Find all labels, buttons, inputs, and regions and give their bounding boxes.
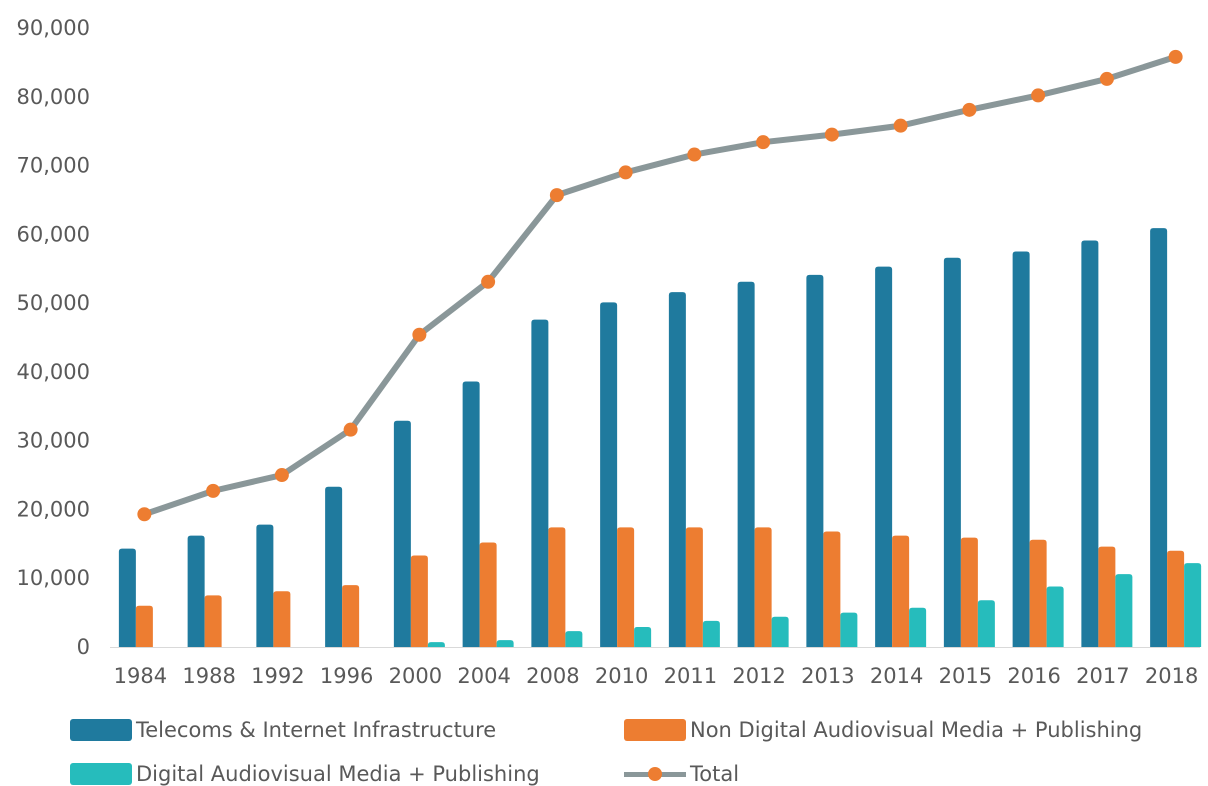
bar-non-digital-2017: [1098, 547, 1115, 647]
x-tick-label: 1984: [114, 664, 167, 688]
total-point-2016: [1031, 88, 1045, 102]
bar-telecoms-2014: [875, 267, 892, 647]
bar-telecoms-2016: [1013, 252, 1030, 647]
bar-telecoms-1996: [325, 487, 342, 647]
bar-digital-2015: [978, 600, 995, 647]
bar-digital-2018: [1184, 563, 1201, 647]
total-point-1996: [344, 423, 358, 437]
bar-telecoms-2010: [600, 302, 617, 647]
y-tick-label: 40,000: [17, 360, 90, 384]
bar-non-digital-2015: [961, 538, 978, 647]
y-tick-label: 70,000: [17, 154, 90, 178]
total-point-2017: [1100, 72, 1114, 86]
total-point-2004: [481, 275, 495, 289]
bar-non-digital-2014: [892, 536, 909, 647]
x-axis: 1984 1988 1992 1996 2000 2004 2008 2010 2011 2012…: [114, 664, 1199, 688]
total-point-2014: [894, 119, 908, 133]
bar-telecoms-2017: [1081, 241, 1098, 647]
bar-telecoms-2004: [463, 382, 480, 647]
x-tick-label: 1988: [182, 664, 235, 688]
x-tick-label: 2010: [595, 664, 648, 688]
x-tick-label: 2008: [526, 664, 579, 688]
bar-non-digital-2011: [686, 527, 703, 647]
total-point-2000: [412, 328, 426, 342]
bar-non-digital-2008: [548, 527, 565, 647]
y-tick-label: 0: [77, 635, 90, 659]
x-tick-label: 2000: [389, 664, 442, 688]
bar-telecoms-2000: [394, 421, 411, 647]
y-tick-label: 60,000: [17, 222, 90, 246]
x-tick-label: 1992: [251, 664, 304, 688]
total-point-2010: [619, 165, 633, 179]
bar-telecoms-2015: [944, 258, 961, 647]
bar-digital-2012: [772, 617, 789, 647]
total-point-2018: [1169, 50, 1183, 64]
y-tick-label: 90,000: [17, 16, 90, 40]
bar-telecoms-1984: [119, 549, 136, 647]
bar-non-digital-2004: [480, 542, 497, 647]
bar-non-digital-1988: [205, 595, 222, 647]
x-tick-label: 2018: [1145, 664, 1198, 688]
x-tick-label: 2004: [457, 664, 510, 688]
total-point-1984: [137, 507, 151, 521]
y-tick-label: 50,000: [17, 291, 90, 315]
y-tick-label: 10,000: [17, 566, 90, 590]
bar-non-digital-2013: [823, 531, 840, 647]
bar-telecoms-2012: [738, 282, 755, 647]
bar-non-digital-2000: [411, 556, 428, 647]
x-tick-label: 2011: [664, 664, 717, 688]
y-axis: 0 10,000 20,000 30,000 40,000 50,000 60,000 70,…: [17, 16, 90, 659]
bar-digital-2016: [1047, 586, 1064, 647]
bar-non-digital-1984: [136, 606, 153, 647]
bar-telecoms-2008: [531, 320, 548, 647]
bar-digital-2004: [497, 640, 514, 647]
bar-digital-2008: [565, 631, 582, 647]
total-point-1988: [206, 484, 220, 498]
bar-marks: [119, 228, 1201, 647]
total-point-2012: [756, 135, 770, 149]
bar-telecoms-2013: [806, 275, 823, 647]
y-tick-label: 80,000: [17, 85, 90, 109]
bar-telecoms-1988: [188, 536, 205, 647]
bar-digital-2011: [703, 621, 720, 647]
x-tick-label: 1996: [320, 664, 373, 688]
bar-telecoms-1992: [256, 525, 273, 647]
total-point-2015: [962, 103, 976, 117]
y-tick-label: 30,000: [17, 429, 90, 453]
bar-non-digital-2010: [617, 527, 634, 647]
bar-non-digital-1996: [342, 585, 359, 647]
total-point-2013: [825, 128, 839, 142]
x-tick-label: 2016: [1007, 664, 1060, 688]
x-tick-label: 2017: [1076, 664, 1129, 688]
bar-non-digital-2018: [1167, 551, 1184, 647]
x-tick-label: 2014: [870, 664, 923, 688]
y-tick-label: 20,000: [17, 497, 90, 521]
bar-non-digital-1992: [273, 591, 290, 647]
bar-non-digital-2016: [1030, 540, 1047, 647]
bar-digital-2014: [909, 608, 926, 647]
bar-telecoms-2018: [1150, 228, 1167, 647]
bar-digital-2000: [428, 642, 445, 647]
bar-digital-2013: [840, 613, 857, 647]
bar-non-digital-2012: [755, 527, 772, 647]
bar-digital-2010: [634, 627, 651, 647]
bar-telecoms-2011: [669, 292, 686, 647]
total-point-2008: [550, 188, 564, 202]
x-tick-label: 2012: [732, 664, 785, 688]
bar-digital-2017: [1115, 574, 1132, 647]
x-tick-label: 2013: [801, 664, 854, 688]
total-point-1992: [275, 468, 289, 482]
total-point-2011: [687, 148, 701, 162]
x-tick-label: 2015: [939, 664, 992, 688]
